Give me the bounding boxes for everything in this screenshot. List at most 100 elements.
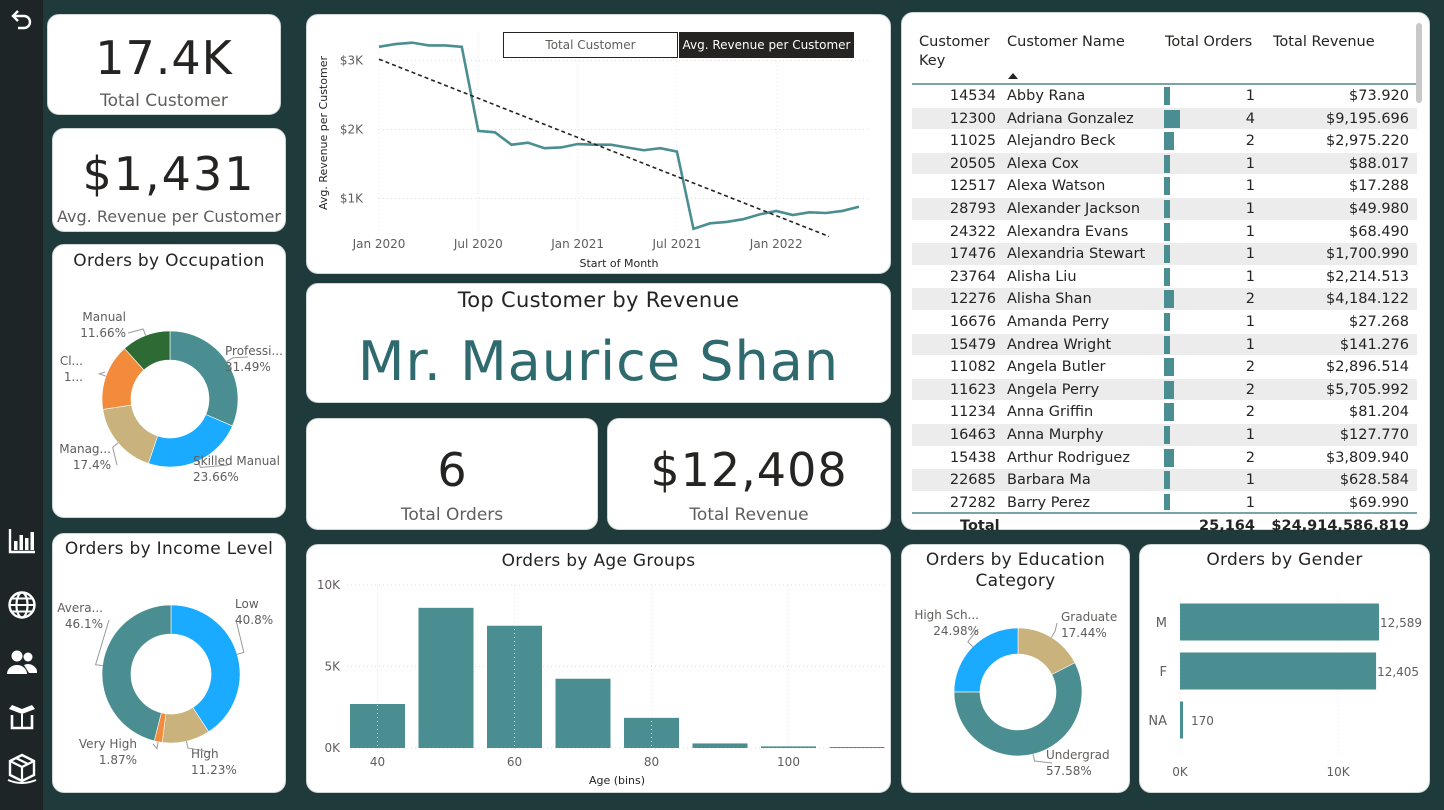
donut-slice-high-school (953, 627, 1019, 693)
orders-databar (1164, 87, 1171, 105)
total-orders-cell: 1 (1245, 472, 1255, 489)
customer-name-cell: Abby Rana (1007, 88, 1086, 104)
age-bar-75 (624, 717, 679, 748)
customer-name-cell: Arthur Rodriguez (1007, 449, 1130, 466)
trend-regression-line (378, 58, 830, 238)
total-orders-cell: 1 (1245, 246, 1255, 263)
header-total-orders[interactable]: Total Orders (1165, 34, 1253, 50)
box-open-icon[interactable] (5, 700, 39, 734)
header-customer-key[interactable]: Customer Key (919, 34, 990, 69)
gender-category-label: NA (1148, 714, 1167, 729)
table-row[interactable]: 23764 Alisha Liu 1 $2,214.513 (912, 266, 1417, 289)
donut-leader-line (1032, 754, 1053, 764)
total-customer-toggle-button[interactable]: Total Customer (503, 32, 678, 58)
total-revenue-cell: $127.770 (1339, 426, 1409, 443)
total-orders-cell: 2 (1245, 404, 1255, 421)
orders-databar (1164, 425, 1171, 444)
table-row[interactable]: 12300 Adriana Gonzalez 4 $9,195.696 (912, 107, 1417, 131)
table-row[interactable]: 20505 Alexa Cox 1 $88.017 (912, 152, 1417, 176)
total-revenue-value: $24,914,586.819 (1271, 518, 1409, 534)
kpi-top-revenue-card: $12,408 Total Revenue (607, 418, 891, 530)
table-row[interactable]: 24322 Alexandra Evans 1 $68.490 (912, 221, 1417, 244)
donut-leader-line (967, 628, 979, 648)
total-revenue-cell: $5,705.992 (1325, 381, 1409, 398)
table-row[interactable]: 15438 Arthur Rodriguez 2 $3,809.940 (912, 447, 1417, 470)
table-row[interactable]: 11234 Anna Griffin 2 $81.204 (912, 401, 1417, 424)
customer-key-cell: 12517 (949, 178, 996, 195)
customer-name-cell: Alexa Cox (1007, 155, 1079, 172)
customer-name-cell: Alisha Liu (1007, 268, 1077, 285)
users-icon[interactable] (5, 645, 39, 679)
table-scrollbar[interactable] (1416, 23, 1422, 103)
kpi-avg-revenue-value: $1,431 (82, 147, 256, 201)
age-groups-card: Orders by Age Groups 0K 5K 10K 40 60 80 100 Age… (306, 544, 891, 793)
gender-x-tick: 10K (1327, 765, 1351, 779)
kpi-total-customer-card: 17.4K Total Customer (47, 14, 281, 115)
gender-bar-na (1180, 701, 1183, 739)
orders-databar (1164, 109, 1180, 128)
sort-ascending-icon[interactable] (1008, 73, 1018, 79)
total-orders-cell: 2 (1245, 291, 1255, 308)
revenue-trend-card: $1K $2K $3K Jan 2020 Jul 2020 Jan 2021 Jul 202… (306, 14, 891, 274)
gender-category-label: F (1160, 665, 1167, 680)
customer-name-cell: Amanda Perry (1007, 313, 1110, 330)
customer-name-cell: Alexandria Stewart (1007, 246, 1146, 263)
bar-chart-icon[interactable] (5, 524, 39, 558)
total-revenue-cell: $69.990 (1349, 494, 1409, 510)
globe-icon[interactable] (5, 588, 39, 622)
income-title: Orders by Income Level (64, 539, 274, 559)
table-row[interactable]: 16463 Anna Murphy 1 $127.770 (912, 423, 1417, 447)
education-donut: Graduate 17.44% Undergrad 57.58% High Sch...… (914, 608, 1117, 778)
kpi-top-orders-card: 6 Total Orders (306, 418, 598, 530)
customer-table: Customer Key Customer Name Total Orders … (912, 23, 1417, 510)
trend-x-tick: Jan 2020 (352, 237, 406, 251)
gender-category-label: M (1156, 616, 1167, 631)
customer-name-cell: Angela Perry (1007, 381, 1100, 398)
table-row[interactable]: 22685 Barbara Ma 1 $628.584 (912, 469, 1417, 492)
donut-leader-line (152, 741, 159, 750)
table-row[interactable]: 11623 Angela Perry 2 $5,705.992 (912, 378, 1417, 402)
orders-databar (1164, 222, 1171, 241)
total-orders-cell: 1 (1245, 155, 1255, 172)
education-donut-card: Orders by Education Category Graduate 17.… (901, 544, 1130, 793)
product-box-icon[interactable] (5, 752, 39, 786)
total-revenue-cell: $141.276 (1339, 336, 1409, 353)
total-orders-cell: 1 (1245, 426, 1255, 443)
table-row[interactable]: 12517 Alexa Watson 1 $17.288 (912, 175, 1417, 198)
table-total-row: Total 25,164 $24,914,586.819 (912, 512, 1417, 538)
table-row[interactable]: 16676 Amanda Perry 1 $27.268 (912, 311, 1417, 334)
customer-key-cell: 20505 (949, 155, 996, 172)
gender-card: Orders by Gender M 12,589 F 12,405 NA 170 0K 10… (1139, 544, 1430, 793)
table-row[interactable]: 12276 Alisha Shan 2 $4,184.122 (912, 288, 1417, 311)
table-row[interactable]: 15479 Andrea Wright 1 $141.276 (912, 333, 1417, 357)
orders-databar (1164, 493, 1171, 510)
orders-databar (1164, 132, 1174, 151)
header-customer-name[interactable]: Customer Name (1007, 34, 1125, 50)
occupation-donut: Professi... 31.49% Skilled Manual 23.66% Man… (59, 310, 283, 484)
total-orders-cell: 1 (1245, 88, 1255, 104)
orders-databar (1164, 199, 1171, 218)
donut-slice-low (170, 604, 241, 733)
donut-leader-line (97, 371, 107, 377)
customer-key-cell: 11082 (949, 359, 996, 376)
kpi-top-revenue-label: Total Revenue (689, 505, 809, 525)
header-total-revenue[interactable]: Total Revenue (1273, 34, 1375, 50)
age-x-tick: 60 (507, 755, 522, 769)
table-row[interactable]: 14534 Abby Rana 1 $73.920 (912, 85, 1417, 108)
customer-key-cell: 12276 (949, 291, 996, 308)
customer-name-cell: Alexandra Evans (1007, 223, 1129, 240)
age-x-tick: 40 (370, 755, 385, 769)
orders-databar (1164, 245, 1171, 264)
kpi-total-customer-value: 17.4K (95, 31, 233, 85)
table-row[interactable]: 28793 Alexander Jackson 1 $49.980 (912, 197, 1417, 221)
avg-revenue-toggle-button[interactable]: Avg. Revenue per Customer (679, 32, 854, 58)
trend-y-tick: $2K (340, 123, 364, 137)
table-row[interactable]: 27282 Barry Perez 1 $69.990 (912, 492, 1417, 510)
customer-key-cell: 28793 (949, 200, 996, 217)
table-row[interactable]: 11082 Angela Butler 2 $2,896.514 (912, 356, 1417, 379)
table-row[interactable]: 17476 Alexandria Stewart 1 $1,700.990 (912, 243, 1417, 266)
table-row[interactable]: 11025 Alejandro Beck 2 $2,975.220 (912, 130, 1417, 153)
total-orders-cell: 2 (1245, 133, 1255, 150)
back-arrow-icon[interactable] (5, 2, 39, 36)
total-orders-cell: 2 (1245, 381, 1255, 398)
